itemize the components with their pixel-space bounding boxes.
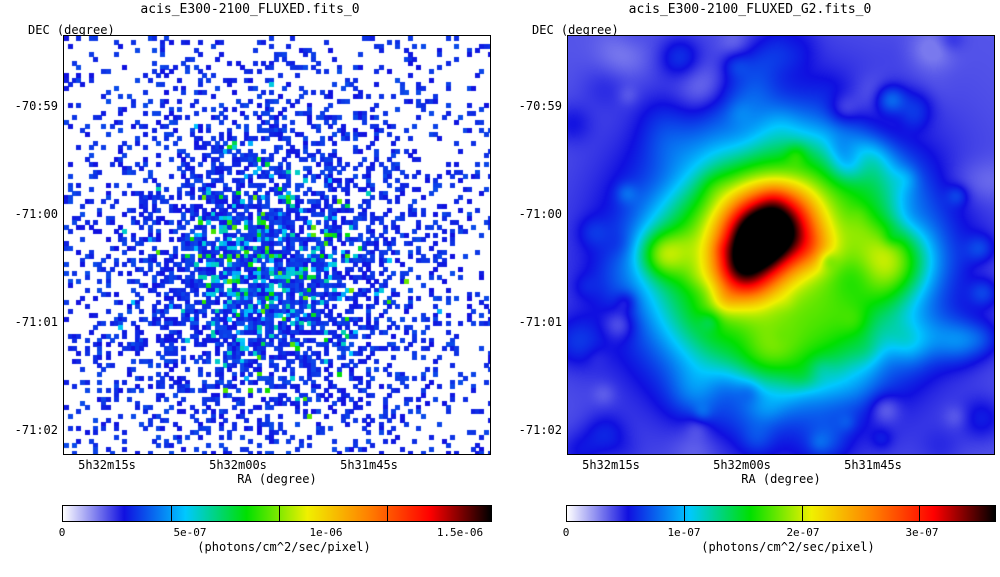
- colorbar-tick-mark: [801, 506, 803, 521]
- x-axis-label-right: RA (degree): [741, 472, 821, 486]
- y-axis-label-right: DEC (degree): [532, 23, 619, 37]
- colorbar-right: [566, 505, 996, 522]
- heatmap-plot-right[interactable]: [567, 35, 995, 455]
- heatmap-plot-left[interactable]: [63, 35, 491, 455]
- heatmap-canvas-right: [568, 36, 994, 454]
- x-tick-label: 5h31m45s: [340, 458, 398, 472]
- colorbar-tick-label: 1e-07: [667, 526, 701, 539]
- colorbar-tick-label: 1e-06: [309, 526, 343, 539]
- x-tick-label: 5h32m15s: [582, 458, 640, 472]
- x-tick-label: 5h32m00s: [713, 458, 771, 472]
- colorbar-tick-label: 1.5e-06: [436, 526, 484, 539]
- y-tick-label: -71:02: [14, 423, 58, 437]
- right-panel: acis_E300-2100_FLUXED_G2.fits_0 DEC (deg…: [500, 0, 1000, 577]
- colorbar-tick-mark: [684, 506, 686, 521]
- colorbar-tick-mark: [279, 506, 281, 521]
- colorbar-tick-mark: [171, 506, 173, 521]
- colorbar-unit-right: (photons/cm^2/sec/pixel): [701, 540, 875, 554]
- colorbar-tick-mark: [387, 506, 389, 521]
- y-tick-label: -70:59: [518, 99, 562, 113]
- x-tick-label: 5h32m00s: [209, 458, 267, 472]
- colorbar-tick-label: 2e-07: [786, 526, 820, 539]
- heatmap-canvas-left: [64, 36, 490, 454]
- colorbar-tick-label: 5e-07: [173, 526, 207, 539]
- y-tick-label: -71:00: [14, 207, 58, 221]
- left-panel: acis_E300-2100_FLUXED.fits_0 DEC (degree…: [14, 2, 492, 554]
- colorbar-tick-label: 0: [562, 526, 570, 539]
- colorbar-left: [62, 505, 492, 522]
- colorbar-tick-label: 0: [58, 526, 66, 539]
- chart-title-left: acis_E300-2100_FLUXED.fits_0: [140, 2, 360, 17]
- colorbar-unit-left: (photons/cm^2/sec/pixel): [197, 540, 371, 554]
- x-tick-label: 5h32m15s: [78, 458, 136, 472]
- y-tick-label: -71:00: [518, 207, 562, 221]
- y-axis-label-left: DEC (degree): [28, 23, 115, 37]
- y-tick-label: -70:59: [14, 99, 58, 113]
- chart-title-right: acis_E300-2100_FLUXED_G2.fits_0: [628, 2, 872, 17]
- colorbar-tick-label: 3e-07: [905, 526, 939, 539]
- y-tick-label: -71:02: [518, 423, 562, 437]
- y-tick-label: -71:01: [518, 315, 562, 329]
- x-tick-label: 5h31m45s: [844, 458, 902, 472]
- y-tick-label: -71:01: [14, 315, 58, 329]
- colorbar-tick-mark: [918, 506, 920, 521]
- x-axis-label-left: RA (degree): [237, 472, 317, 486]
